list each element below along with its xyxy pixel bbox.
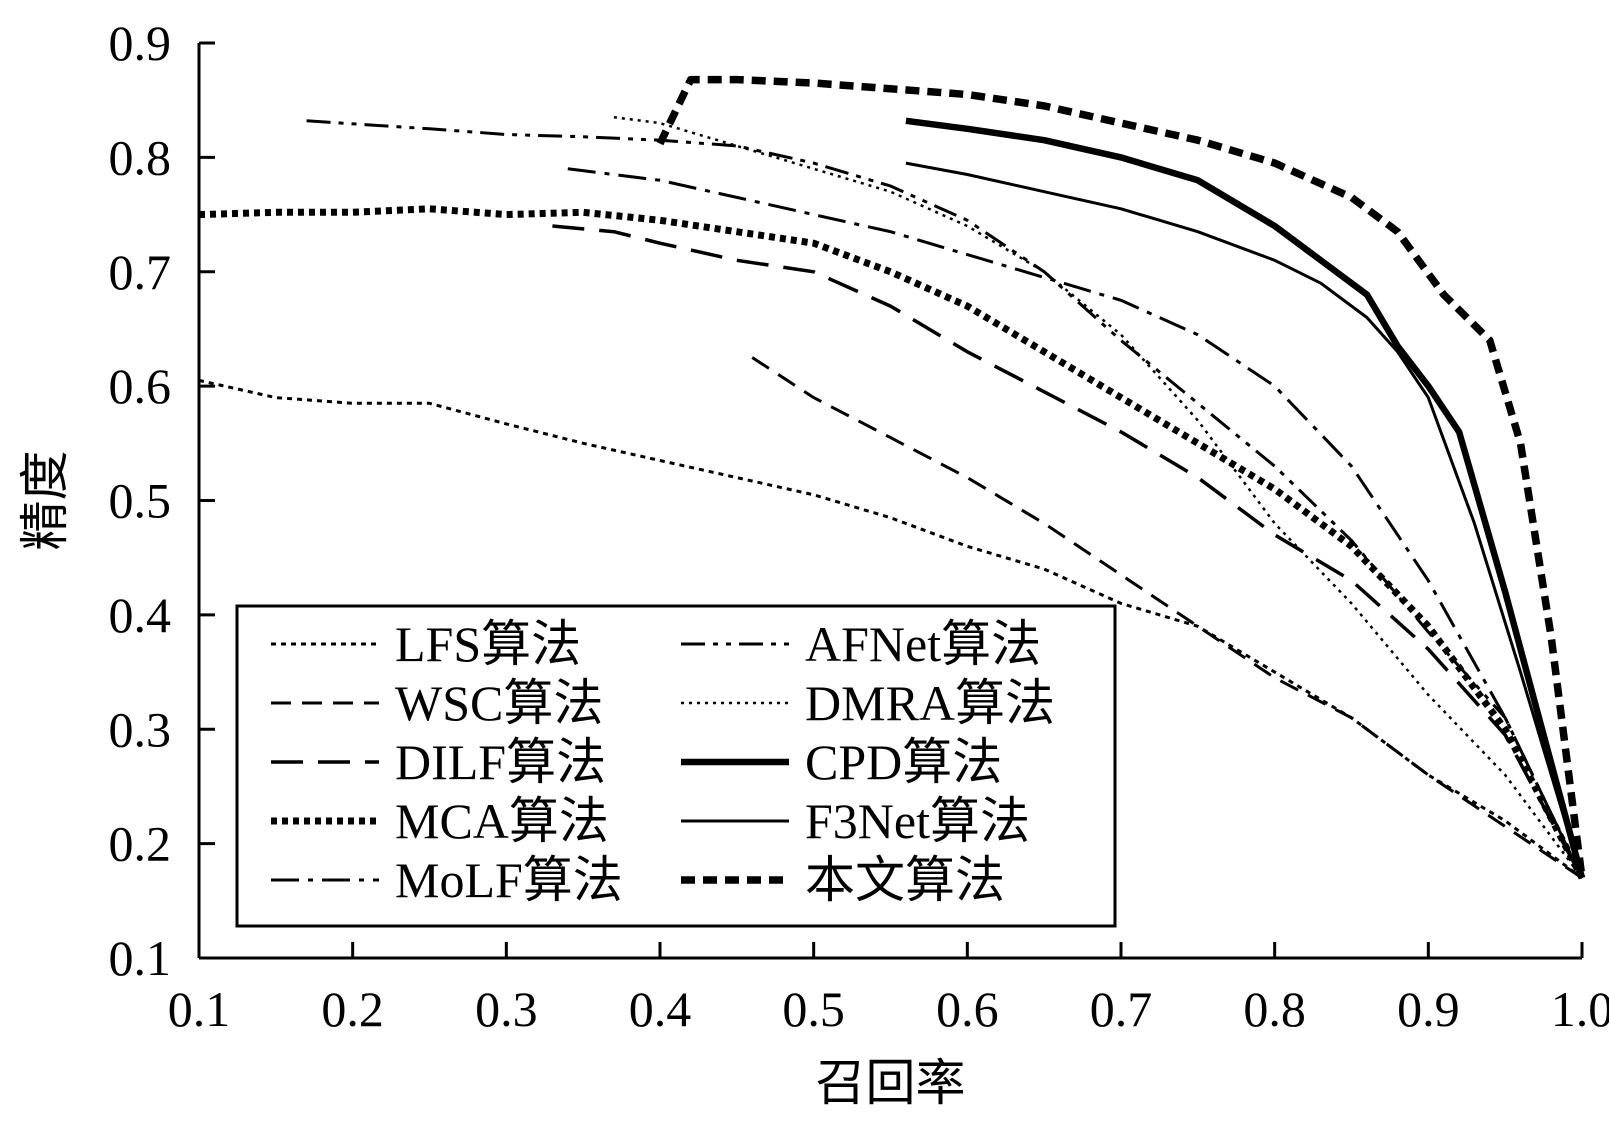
x-tick-label: 0.8 — [1243, 981, 1306, 1037]
y-tick-label: 0.4 — [109, 587, 172, 643]
x-tick-label: 0.2 — [321, 981, 384, 1037]
series-line-4 — [198, 205, 1586, 880]
legend-label: F3Net算法 — [805, 793, 1030, 849]
legend-label: MCA算法 — [395, 793, 609, 849]
y-tick-label: 0.2 — [109, 816, 172, 872]
legend-label: AFNet算法 — [805, 616, 1041, 672]
x-tick-label: 0.9 — [1397, 981, 1460, 1037]
x-tick-label: 0.5 — [782, 981, 845, 1037]
series-line-5 — [567, 167, 1584, 879]
series-line-2 — [751, 356, 1583, 880]
legend-label: DMRA算法 — [805, 675, 1055, 731]
y-tick-label: 0.6 — [109, 358, 172, 414]
series-line-10 — [656, 75, 1586, 879]
series-line-9 — [905, 161, 1584, 879]
x-tick-label: 0.7 — [1090, 981, 1153, 1037]
x-axis-title: 召回率 — [816, 1055, 966, 1111]
legend-label: 本文算法 — [805, 852, 1005, 908]
y-tick-label: 0.7 — [109, 244, 172, 300]
y-tick-label: 0.1 — [109, 930, 172, 986]
y-tick-label: 0.5 — [109, 473, 172, 529]
legend-label: CPD算法 — [805, 734, 1002, 790]
x-tick-label: 0.1 — [168, 981, 231, 1037]
series-layer — [198, 75, 1586, 880]
legend-box — [235, 604, 1117, 928]
axes: 0.1 0.2 0.3 0.4 0.5 0.6 0.7 0.8 0.9 1.0 0.1 0.2 0.3… — [109, 15, 1609, 1037]
series-line-8 — [905, 117, 1586, 879]
x-tick-label: 0.4 — [629, 981, 692, 1037]
y-axis-title: 精度 — [17, 451, 73, 551]
y-tick-label: 0.9 — [109, 15, 172, 71]
x-tick-label: 1.0 — [1551, 981, 1609, 1037]
x-tick-label: 0.3 — [475, 981, 538, 1037]
y-tick-label: 0.3 — [109, 701, 172, 757]
legend-label: LFS算法 — [395, 616, 581, 672]
x-tick-label: 0.6 — [936, 981, 999, 1037]
legend-label: MoLF算法 — [395, 852, 623, 908]
x-axis-ticks: 0.1 0.2 0.3 0.4 0.5 0.6 0.7 0.8 0.9 1.0 — [168, 942, 1609, 1037]
legend-label: DILF算法 — [395, 734, 606, 790]
y-axis-ticks: 0.1 0.2 0.3 0.4 0.5 0.6 0.7 0.8 0.9 — [109, 15, 215, 986]
series-line-3 — [552, 224, 1584, 879]
y-tick-label: 0.8 — [109, 129, 172, 185]
series-line-6 — [306, 119, 1584, 879]
legend-label: WSC算法 — [395, 675, 603, 731]
